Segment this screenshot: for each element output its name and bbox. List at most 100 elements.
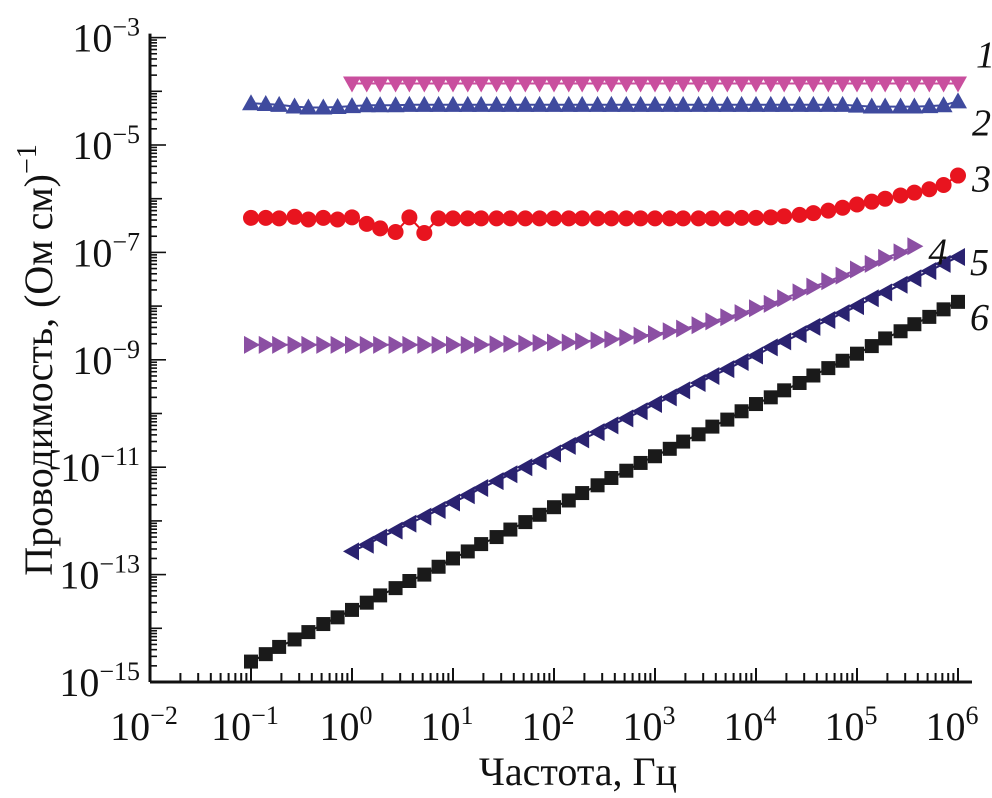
data-point-triangle-up xyxy=(285,97,304,114)
data-point-triangle-up xyxy=(314,98,333,115)
data-point-triangle-up xyxy=(501,95,520,112)
data-point-square xyxy=(878,331,893,346)
data-point-circle xyxy=(877,190,894,207)
data-point-circle xyxy=(473,210,490,227)
data-point-triangle-left xyxy=(761,338,778,357)
data-point-triangle-up xyxy=(761,95,780,112)
x-tick-label: 103 xyxy=(623,701,676,749)
data-point-triangle-right xyxy=(604,330,621,349)
data-point-triangle-up xyxy=(660,95,679,112)
data-point-triangle-down xyxy=(747,76,765,93)
data-point-triangle-right xyxy=(633,326,650,345)
data-point-circle xyxy=(517,210,534,227)
data-point-triangle-down xyxy=(444,76,462,93)
data-point-circle xyxy=(401,209,418,226)
data-point-triangle-left xyxy=(646,395,662,414)
data-point-square xyxy=(272,639,287,654)
data-point-triangle-down xyxy=(646,76,664,93)
data-point-circle xyxy=(430,210,447,227)
data-point-triangle-up xyxy=(573,95,592,112)
data-point-triangle-right xyxy=(590,331,607,350)
data-point-circle xyxy=(704,210,721,227)
data-point-triangle-right xyxy=(373,335,390,354)
x-tick-label-exponent: −2 xyxy=(150,701,178,730)
data-point-triangle-left xyxy=(458,486,475,505)
data-point-triangle-up xyxy=(747,95,765,112)
data-point-square xyxy=(749,397,763,412)
data-point-circle xyxy=(632,210,649,227)
data-point-triangle-right xyxy=(258,335,275,354)
y-tick-label-exponent: −15 xyxy=(99,657,140,686)
data-point-square xyxy=(806,368,821,383)
data-point-triangle-left xyxy=(602,416,619,435)
data-point-triangle-down xyxy=(458,76,477,93)
y-axis-title-group: Проводимость, (Ом см)−1 xyxy=(12,144,61,576)
data-point-triangle-left xyxy=(573,430,590,449)
data-point-triangle-right xyxy=(835,266,852,285)
data-point-square xyxy=(633,455,648,470)
data-point-square xyxy=(575,486,590,501)
data-point-triangle-right xyxy=(431,335,448,354)
data-point-circle xyxy=(329,211,346,228)
y-tick-label: 10−3 xyxy=(72,13,140,61)
data-point-triangle-right xyxy=(489,335,506,354)
x-tick-label-exponent: 1 xyxy=(461,701,474,730)
data-point-triangle-right xyxy=(460,335,477,354)
data-point-circle xyxy=(647,210,663,227)
data-point-triangle-up xyxy=(588,95,607,112)
x-tick-label: 102 xyxy=(522,701,575,749)
data-point-triangle-down xyxy=(343,76,361,93)
data-point-triangle-down xyxy=(386,76,405,93)
data-point-triangle-up xyxy=(833,95,852,112)
data-point-square xyxy=(460,544,475,559)
data-point-square xyxy=(258,647,273,662)
data-point-triangle-right xyxy=(907,237,924,256)
data-point-circle xyxy=(863,193,880,210)
data-point-triangle-down xyxy=(472,76,491,93)
x-tick-label-base: 10 xyxy=(623,704,663,749)
data-point-circle xyxy=(531,210,548,227)
data-point-circle xyxy=(589,210,606,227)
data-point-triangle-up xyxy=(804,95,823,112)
data-point-triangle-right xyxy=(749,299,765,318)
data-point-square xyxy=(850,346,864,361)
x-tick-label: 105 xyxy=(825,701,878,749)
x-tick-label-exponent: −1 xyxy=(251,701,279,730)
data-point-triangle-up xyxy=(415,95,434,112)
data-point-triangle-left xyxy=(934,254,951,273)
data-point-circle xyxy=(675,210,692,227)
data-point-triangle-up xyxy=(270,95,289,112)
data-point-circle xyxy=(416,224,433,241)
data-point-triangle-down xyxy=(530,76,549,93)
data-point-triangle-up xyxy=(472,95,491,112)
data-point-triangle-left xyxy=(415,507,432,526)
data-point-triangle-right xyxy=(244,335,260,354)
data-point-triangle-left xyxy=(588,423,605,442)
data-point-triangle-left xyxy=(501,465,518,484)
data-point-circle xyxy=(719,210,736,227)
data-point-triangle-left xyxy=(674,381,691,400)
data-point-square xyxy=(330,610,345,625)
data-point-triangle-right xyxy=(402,335,419,354)
y-tick-label-base: 10 xyxy=(59,660,99,705)
data-point-triangle-left xyxy=(429,500,446,519)
data-point-triangle-up xyxy=(862,97,881,114)
data-point-triangle-left xyxy=(790,325,807,344)
data-point-triangle-left xyxy=(444,493,460,512)
data-point-circle xyxy=(935,176,952,193)
data-point-triangle-up xyxy=(646,95,664,112)
data-point-triangle-right xyxy=(287,335,304,354)
data-point-triangle-right xyxy=(893,243,910,262)
data-point-triangle-left xyxy=(819,311,836,330)
data-point-triangle-up xyxy=(732,95,751,112)
data-point-triangle-up xyxy=(400,95,419,112)
data-point-triangle-left xyxy=(400,514,417,533)
data-point-square xyxy=(691,427,706,442)
data-point-circle xyxy=(445,210,461,227)
data-point-triangle-right xyxy=(792,283,809,302)
data-point-triangle-up xyxy=(819,95,838,112)
data-point-triangle-right xyxy=(388,335,405,354)
data-point-square xyxy=(431,559,446,574)
data-point-triangle-up xyxy=(703,95,722,112)
data-point-triangle-down xyxy=(718,76,737,93)
